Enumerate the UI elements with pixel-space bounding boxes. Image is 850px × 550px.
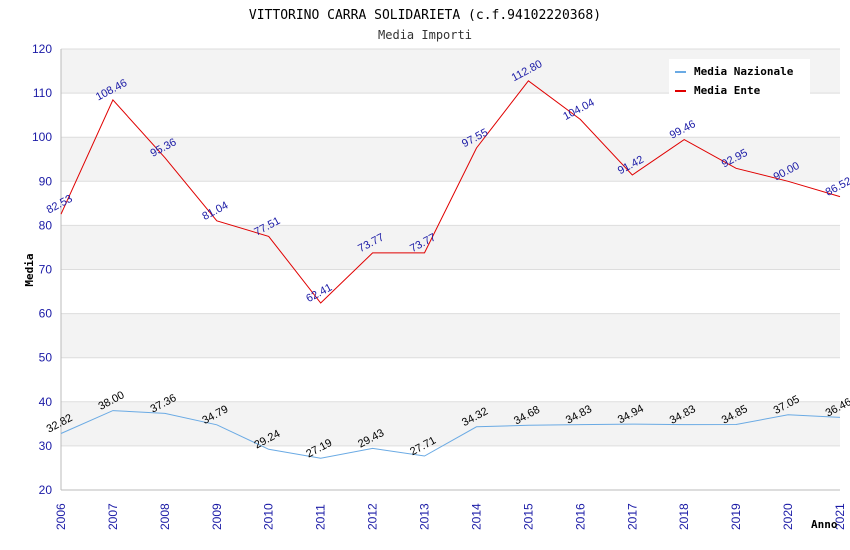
x-tick-label: 2014 [469, 503, 483, 530]
x-tick-label: 2013 [418, 503, 432, 530]
x-tick-labels: 2006 2007 2008 2009 2010 2011 2012 2013 2014 2015… [54, 503, 847, 530]
x-axis-label: Anno [811, 518, 838, 531]
x-tick-label: 2011 [314, 504, 328, 530]
x-tick-label: 2018 [677, 503, 691, 530]
legend-entry-media-ente: Media Ente [694, 84, 761, 97]
y-tick-label: 40 [39, 395, 53, 409]
x-tick-label: 2016 [573, 503, 587, 530]
plot-band [61, 181, 840, 226]
x-tick-label: 2012 [366, 503, 380, 530]
plot-band [61, 93, 840, 138]
plot-band [61, 401, 840, 446]
x-tick-label: 2017 [625, 503, 639, 530]
x-tick-label: 2010 [262, 503, 276, 530]
series-line-media-ente [60, 80, 841, 304]
y-tick-label: 70 [39, 263, 53, 277]
x-tick-label: 2007 [106, 503, 120, 530]
y-tick-label: 110 [33, 86, 52, 100]
x-tick-label: 2015 [521, 503, 535, 530]
series-line-media-nazionale [60, 410, 841, 459]
plot-band [61, 357, 840, 402]
y-tick-label: 80 [39, 218, 53, 232]
y-tick-label: 50 [39, 351, 53, 365]
plot-band [61, 269, 840, 314]
x-tick-label: 2009 [210, 503, 224, 530]
legend: Media Nazionale Media Ente [669, 59, 810, 99]
y-tick-labels: 20 30 40 50 60 70 80 90 100 110 120 [32, 42, 52, 497]
plot-band [61, 137, 840, 182]
y-axis-label: Media [23, 253, 36, 286]
y-tick-label: 30 [39, 439, 53, 453]
plot-band [61, 313, 840, 358]
y-tick-label: 120 [32, 42, 52, 56]
plot-band [61, 225, 840, 270]
legend-entry-media-nazionale: Media Nazionale [694, 65, 794, 78]
plot-background-bands [61, 49, 840, 490]
y-tick-label: 60 [39, 307, 53, 321]
series-lines [60, 80, 841, 459]
chart-subtitle: Media Importi [378, 28, 472, 42]
chart-title: VITTORINO CARRA SOLIDARIETA (c.f.9410222… [249, 8, 601, 23]
x-tick-label: 2019 [729, 503, 743, 530]
x-tick-label: 2021 [833, 503, 847, 530]
x-tick-label: 2008 [158, 503, 172, 530]
legend-box [669, 59, 810, 99]
y-tick-label: 90 [39, 174, 53, 188]
y-tick-label: 100 [32, 130, 52, 144]
plot-band [61, 445, 840, 490]
x-tick-label: 2006 [54, 503, 68, 530]
y-tick-label: 20 [39, 483, 53, 497]
x-tick-label: 2020 [781, 503, 795, 530]
